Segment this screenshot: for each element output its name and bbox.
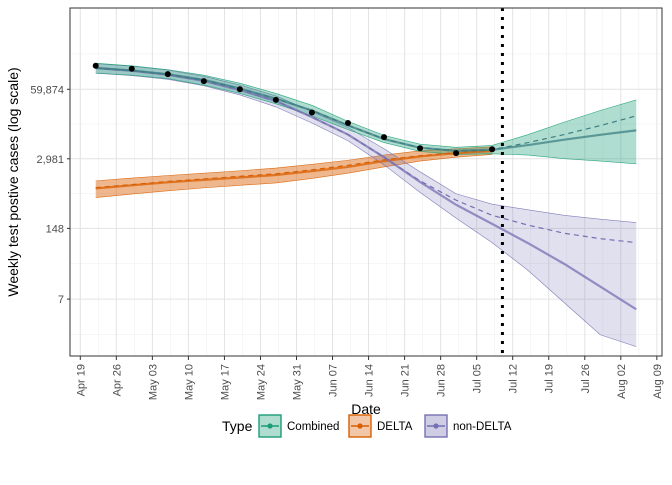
x-tick-label: Jul 12 [508,364,520,393]
plot-border [69,7,663,357]
x-tick-label: Jun 28 [436,364,448,397]
x-tick-label: Jun 07 [328,364,340,397]
line-delta [95,149,493,190]
y-axis: 7 148 2,981 59,874 [30,84,70,306]
y-tick-label: 59,874 [30,84,64,96]
band-edge-upper-delta [95,146,493,182]
x-tick-label: Apr 26 [111,364,123,396]
observed-point [236,86,243,93]
observed-point [128,65,135,72]
observed-point [381,134,388,141]
band-edge-lower-combined [95,72,637,165]
series-lines [95,66,637,311]
x-tick-label: Jul 19 [544,364,556,393]
x-tick-label: Aug 02 [616,364,628,399]
x-tick-label: Jul 26 [580,364,592,393]
observed-point [453,150,460,157]
legend-key-point-delta [357,423,363,429]
x-tick-label: May 31 [292,364,304,400]
x-axis-title: Date [351,401,381,417]
band-non-delta [95,63,637,347]
legend-title: Type [222,418,253,434]
observed-point [272,96,279,103]
x-tick-label: Jun 21 [400,364,412,397]
x-tick-label: Jul 05 [472,364,484,393]
band-edge-upper-non-delta [95,63,637,223]
legend: Type Combined DELTA non-DELTA [222,414,512,438]
observed-point [200,78,207,85]
observed-point [344,119,351,126]
y-tick-label: 2,981 [36,154,64,166]
x-tick-label: Aug 09 [652,364,664,399]
observed-point [308,109,315,116]
legend-label-non-delta: non-DELTA [453,421,512,433]
observed-point [489,146,496,153]
legend-label-delta: DELTA [377,421,413,433]
band-edge-upper-combined [95,62,637,148]
x-tick-label: Jun 14 [364,364,376,397]
band-edge-lower-delta [95,154,493,198]
x-tick-label: Apr 19 [75,364,87,396]
observed-point [92,62,99,69]
x-axis: Apr 19 Apr 26 May 03 May 10 May 17 May 24 May … [75,356,664,400]
x-tick-label: May 03 [147,364,159,400]
x-tick-label: May 24 [255,364,267,400]
legend-key-point-combined [267,423,273,429]
line-combined [95,66,637,152]
observed-point [164,71,171,78]
x-tick-label: May 10 [183,364,195,400]
band-edge-lower-non-delta [95,72,637,347]
x-tick-label: May 17 [219,364,231,400]
legend-key-point-non-delta [433,423,439,429]
observed-points [92,62,496,157]
observed-point [417,145,424,152]
legend-label-combined: Combined [287,421,339,433]
y-tick-label: 148 [46,223,64,235]
y-tick-label: 7 [58,294,64,306]
y-axis-title: Weekly test postive cases (log scale) [5,67,21,296]
